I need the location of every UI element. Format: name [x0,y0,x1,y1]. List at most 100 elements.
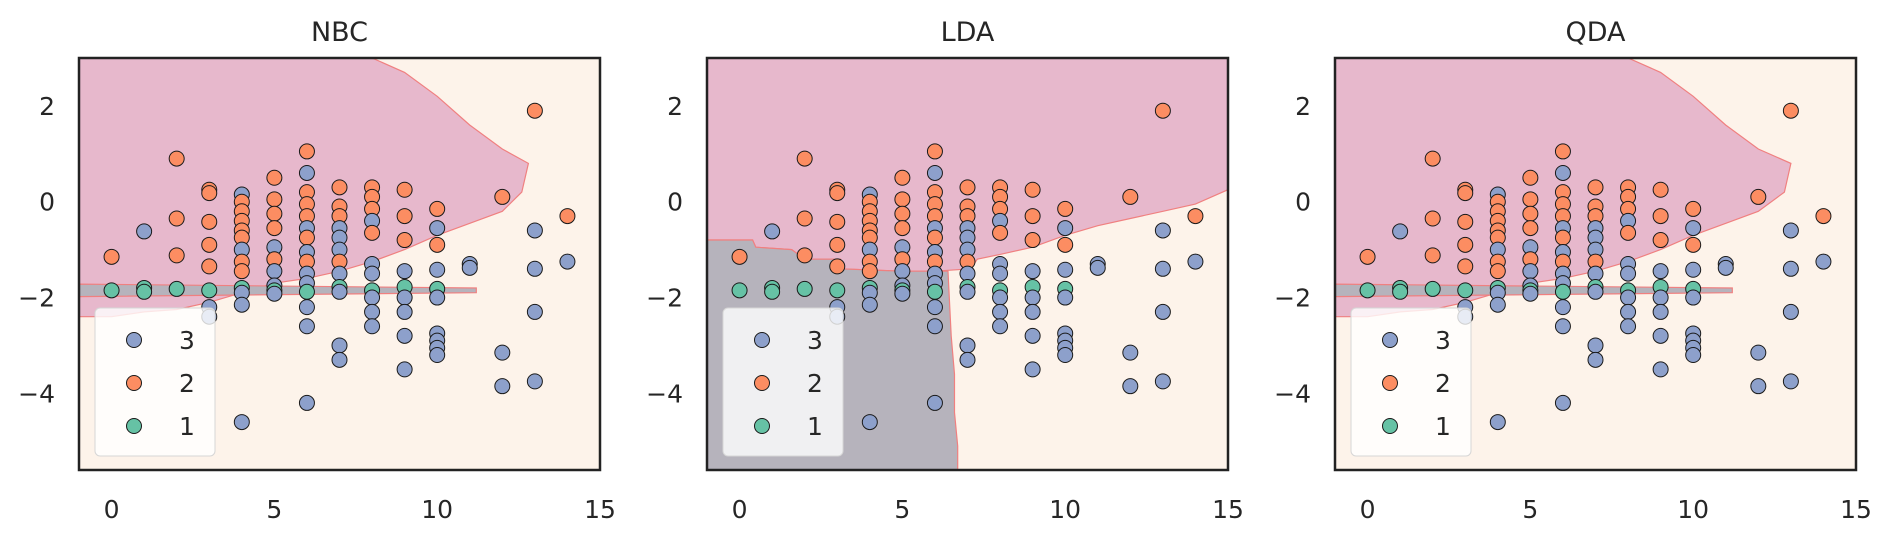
y-tick-label: −4 [1274,379,1311,408]
data-point [1554,283,1571,300]
data-point [298,143,315,160]
data-point [894,263,911,280]
data-point [1024,181,1041,198]
data-point [1587,265,1604,282]
data-point [298,164,315,181]
data-point [201,236,218,253]
data-point [1522,220,1539,237]
data-point [396,327,413,344]
data-point [1652,181,1669,198]
data-point [926,283,943,300]
y-tick-label: −2 [646,284,683,313]
y-tick-label: −4 [646,379,683,408]
data-point [266,263,283,280]
data-point [1685,347,1702,364]
data-point [1424,150,1441,167]
scatter-points [1359,102,1832,431]
data-point [1815,253,1832,270]
data-point [298,394,315,411]
data-point [926,143,943,160]
data-point [364,318,381,335]
y-tick-label: −4 [18,379,55,408]
data-point [1457,213,1474,230]
data-point [1057,200,1074,217]
data-point [796,150,813,167]
data-point [266,205,283,222]
x-tick-label: 15 [1212,495,1244,524]
data-point [494,378,511,395]
x-tick-label: 10 [421,495,453,524]
data-point [201,213,218,230]
data-point [926,164,943,181]
data-point [992,265,1009,282]
data-point [731,248,748,265]
legend-box [94,307,216,457]
plot-frame [1333,56,1858,472]
legend-label: 3 [1435,326,1451,355]
data-point [1815,208,1832,225]
data-point [1154,373,1171,390]
data-point [1122,344,1139,361]
data-point [959,283,976,300]
data-point [1187,253,1204,270]
y-tick-label: −2 [1274,284,1311,313]
data-point [1620,265,1637,282]
data-point [1089,259,1106,276]
data-point [136,223,153,240]
data-point [266,220,283,237]
data-point [861,296,878,313]
data-point [266,191,283,208]
plot-frame [77,56,602,472]
data-point [1554,143,1571,160]
data-point [1489,414,1506,431]
data-point [396,289,413,306]
data-point [396,181,413,198]
x-tick-label: 15 [584,495,616,524]
data-point [331,337,348,354]
data-point [796,210,813,227]
data-point [1782,373,1799,390]
legend: 3 2 1 [1350,307,1472,457]
data-point [298,299,315,316]
data-point [1554,394,1571,411]
legend: 3 2 1 [94,307,216,457]
legend-marker-2 [126,375,142,391]
data-point [103,248,120,265]
data-point [959,265,976,282]
data-point [201,185,218,202]
data-point [926,229,943,246]
data-point [526,260,543,277]
legend-label: 2 [179,369,195,398]
x-tick-label: 5 [266,495,282,524]
data-point [1057,347,1074,364]
data-point [796,247,813,264]
x-tick-label: 10 [1677,495,1709,524]
data-point [1652,289,1669,306]
data-point [526,102,543,119]
data-point [266,285,283,302]
data-point [894,220,911,237]
data-point [894,191,911,208]
data-point [1024,232,1041,249]
data-point [298,283,315,300]
data-point [233,263,250,280]
data-point [1522,169,1539,186]
data-point [364,265,381,282]
data-point [494,188,511,205]
data-point [764,223,781,240]
legend-label: 1 [1435,412,1451,441]
data-point [201,282,218,299]
data-point [1652,208,1669,225]
data-point [1750,188,1767,205]
data-point [1122,188,1139,205]
data-point [364,224,381,241]
legend-label: 2 [1435,369,1451,398]
data-point [1024,327,1041,344]
data-point [1154,260,1171,277]
panel-title: LDA [941,17,995,48]
data-point [1554,229,1571,246]
data-point [1424,210,1441,227]
